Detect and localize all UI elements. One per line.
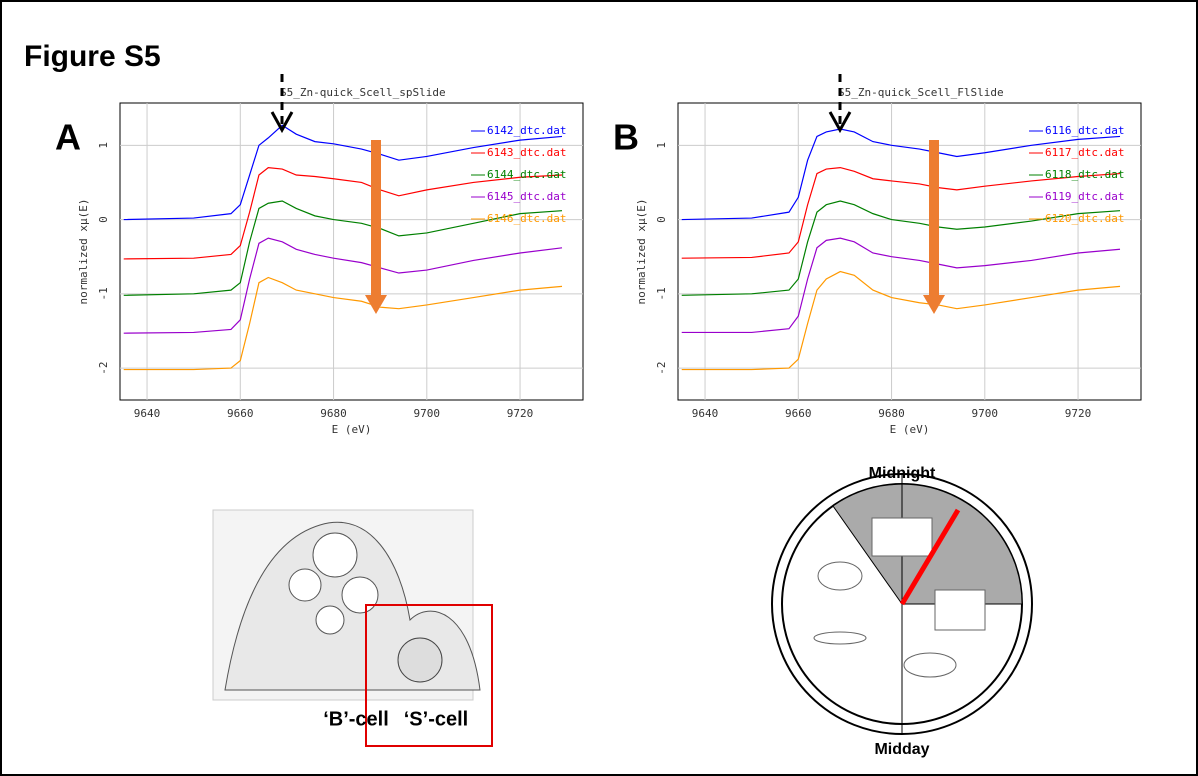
x-tick-label: 9680 [878,407,905,420]
cell-sketch [212,509,493,747]
spectrum-line [681,237,1121,334]
clock-label: Midnight [869,465,936,482]
x-tick-label: 9680 [320,407,347,420]
edge-arrow [828,111,852,134]
plot-area [677,102,1142,401]
y-tick-label: 1 [655,142,668,149]
x-tick-label: 9660 [227,407,254,420]
legend-label: 6117_dtc.dat [1045,146,1124,159]
trend-arrow [929,140,939,295]
y-tick-label: 1 [97,142,110,149]
panel-label: A [55,117,81,158]
x-tick-label: 9640 [134,407,161,420]
trend-arrow [923,295,945,314]
legend-label: 6118_dtc.dat [1045,168,1124,181]
legend-label: 6116_dtc.dat [1045,124,1124,137]
legend-label: 6119_dtc.dat [1045,190,1124,203]
cell-label: ‘S’-cell [404,708,468,730]
y-tick-label: 0 [655,216,668,223]
edge-arrow [270,111,294,134]
legend-label: 6142_dtc.dat [487,124,566,137]
y-axis-label: normalized xμ(E) [635,199,648,305]
cell-label: ‘B’-cell [323,708,389,730]
x-axis-label: E (eV) [332,423,372,436]
trend-arrow [365,295,387,314]
legend-label: 6143_dtc.dat [487,146,566,159]
y-tick-label: 0 [97,216,110,223]
x-tick-label: 9720 [507,407,534,420]
clock [771,473,1033,735]
panel-label: B [613,117,639,158]
x-axis-label: E (eV) [890,423,930,436]
spectrum-line [123,237,563,334]
x-tick-label: 9720 [1065,407,1092,420]
legend-label: 6145_dtc.dat [487,190,566,203]
trend-arrow [371,140,381,295]
y-tick-label: -1 [97,287,110,300]
legend-label: 6120_dtc.dat [1045,212,1124,225]
plot-area [119,102,584,401]
chart-title: S5_Zn-quick_Scell_spSlide [280,86,446,99]
legend-label: 6144_dtc.dat [487,168,566,181]
y-tick-label: -2 [655,361,668,374]
spectrum-line [123,124,563,221]
spectrum-line [681,128,1121,221]
spectrum-line [681,270,1121,371]
spectrum-line [123,276,563,371]
x-tick-label: 9660 [785,407,812,420]
y-tick-label: -1 [655,287,668,300]
chart-title: S5_Zn-quick_Scell_FlSlide [838,86,1004,99]
spectrum-line [681,200,1121,296]
clock-label: Midday [874,741,929,758]
spectrum-line [123,166,563,260]
spectrum-line [681,166,1121,259]
figure-title: Figure S5 [24,40,161,73]
y-axis-label: normalized xμ(E) [77,199,90,305]
y-tick-label: -2 [97,361,110,374]
legend-label: 6146_dtc.dat [487,212,566,225]
x-tick-label: 9700 [414,407,441,420]
x-tick-label: 9700 [972,407,999,420]
x-tick-label: 9640 [692,407,719,420]
spectrum-line [123,200,563,296]
